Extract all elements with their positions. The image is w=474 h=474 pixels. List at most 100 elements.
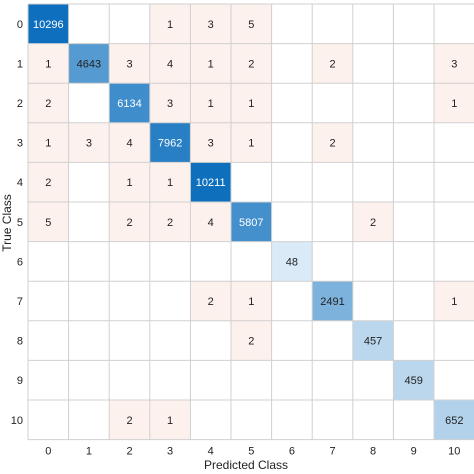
x-axis-label: Predicted Class [204,458,288,472]
cell-value-6-6: 48 [286,256,298,268]
cell-10-2 [109,400,150,440]
cell-6-6 [271,241,313,282]
cell-value-8-8: 457 [364,336,382,348]
cell-value-3-5: 1 [248,138,254,150]
x-tick-label-5: 5 [248,446,254,458]
cell-8-5 [231,320,272,361]
y-axis-label: True Class [0,194,14,252]
cell-3-0 [28,122,69,163]
cell-value-2-10: 1 [451,98,457,110]
cell-value-1-0: 1 [45,58,51,70]
cell-10-3 [149,400,191,440]
cell-2-2 [109,83,150,123]
cell-value-2-5: 1 [248,98,254,110]
cell-1-7 [312,43,353,84]
cell-value-4-0: 2 [45,177,51,189]
y-tick-label-10: 10 [11,415,23,427]
cell-value-1-5: 2 [248,58,254,70]
cell-value-0-0: 10296 [33,19,64,31]
x-tick-label-0: 0 [45,446,51,458]
cell-value-4-4: 10211 [196,177,226,189]
cell-value-3-0: 1 [45,138,51,150]
y-tick-label-4: 4 [17,177,23,189]
cell-1-5 [231,43,272,84]
cell-2-3 [149,83,191,123]
cell-value-1-2: 3 [126,58,132,70]
cell-3-1 [68,122,110,163]
cell-7-7 [312,281,353,321]
cell-value-4-2: 1 [126,177,132,189]
cell-value-5-3: 2 [167,217,173,229]
y-tick-label-6: 6 [17,256,23,268]
cell-0-3 [149,4,191,44]
cell-value-3-2: 4 [126,138,132,150]
grid-layer [27,3,474,441]
cell-value-0-3: 1 [167,19,173,31]
cell-7-10 [434,281,474,321]
cell-9-9 [393,360,434,400]
cell-4-0 [28,162,69,202]
y-tick-label-3: 3 [17,138,23,150]
cell-3-2 [109,122,150,163]
cell-value-1-7: 2 [329,58,335,70]
y-tick-label-8: 8 [17,336,23,348]
cell-value-5-4: 4 [208,217,214,229]
y-tick-label-9: 9 [17,375,23,387]
cell-2-0 [28,83,69,123]
cell-value-0-5: 5 [248,19,254,31]
x-tick-label-10: 10 [448,446,460,458]
cell-value-8-5: 2 [248,336,254,348]
cell-value-2-3: 3 [167,98,173,110]
x-tick-label-1: 1 [86,446,92,458]
y-tick-label-0: 0 [17,19,23,31]
cell-value-5-0: 5 [45,217,51,229]
cell-1-0 [28,43,69,84]
x-tick-label-8: 8 [370,446,376,458]
cell-value-10-10: 652 [445,415,463,427]
cell-5-0 [28,202,69,242]
cell-7-5 [231,281,272,321]
cell-value-3-3: 7962 [158,138,182,150]
y-tick-label-7: 7 [17,296,23,308]
cell-value-7-4: 2 [208,296,214,308]
ticks-layer: 0 1 2 3 4 5 6 7 8 9 10 0 1 2 3 4 5 6 7 8 9 10 [11,19,461,458]
x-tick-label-3: 3 [167,446,173,458]
cell-value-3-1: 3 [86,138,92,150]
cell-value-10-3: 1 [167,415,173,427]
x-tick-label-6: 6 [289,446,295,458]
cell-value-3-7: 2 [329,138,335,150]
cell-0-5 [231,4,272,44]
y-tick-label-5: 5 [17,217,23,229]
x-tick-label-2: 2 [126,446,132,458]
cell-value-10-2: 2 [126,415,132,427]
cell-value-2-4: 1 [208,98,214,110]
cells-layer: 10296 1 3 5 1 4643 3 4 1 2 2 3 2 6134 3 1 1 1 1 3 4 7962 3 1 2 2 1… [28,4,474,440]
cell-10-10 [434,400,474,440]
cell-4-2 [109,162,150,202]
cell-1-3 [149,43,191,84]
cell-value-1-10: 3 [451,58,457,70]
cell-7-4 [190,281,231,321]
cell-value-3-4: 3 [208,138,214,150]
cell-1-2 [109,43,150,84]
cell-2-4 [190,83,231,123]
cell-3-4 [190,122,231,163]
cell-5-3 [149,202,191,242]
y-tick-label-1: 1 [17,58,23,70]
cell-value-1-1: 4643 [77,58,101,70]
cell-value-5-2: 2 [126,217,132,229]
cell-value-1-3: 4 [167,58,173,70]
cell-3-7 [312,122,353,163]
cell-5-2 [109,202,150,242]
cell-value-5-5: 5807 [239,217,263,229]
cell-value-5-8: 2 [370,217,376,229]
cell-value-7-10: 1 [451,296,457,308]
cell-8-8 [352,320,394,361]
cell-4-3 [149,162,191,202]
cell-3-3 [149,122,191,163]
cell-value-9-9: 459 [405,375,423,387]
cell-value-4-3: 1 [167,177,173,189]
cell-value-7-7: 2491 [320,296,344,308]
cell-value-0-4: 3 [208,19,214,31]
